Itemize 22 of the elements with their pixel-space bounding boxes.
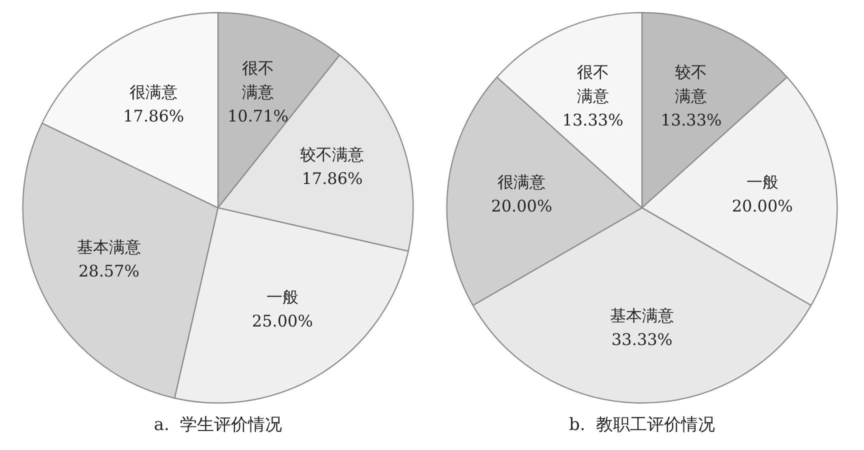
slice-label: 很不满意: [242, 58, 274, 102]
slice-label: 一般: [746, 172, 778, 192]
slice-label: 较不满意: [300, 144, 364, 164]
data-label: 17.86%: [123, 106, 184, 126]
data-label: 20.00%: [732, 196, 793, 216]
data-label: 13.33%: [660, 110, 722, 130]
data-label: 33.33%: [611, 330, 673, 349]
slice-label: 一般: [266, 287, 298, 306]
data-label: 13.33%: [562, 110, 624, 130]
data-label: 20.00%: [491, 196, 552, 216]
slice-label: 很满意: [130, 82, 178, 102]
slice-label: 很满意: [498, 172, 546, 192]
slice-label: 很不满意: [576, 62, 609, 106]
data-label: 25.00%: [252, 311, 313, 330]
slice-label: 基本满意: [610, 306, 674, 325]
data-label: 17.86%: [302, 168, 363, 188]
slice-label: 基本满意: [76, 237, 141, 256]
text: b. 教职工评价情况: [568, 415, 716, 436]
text: a. 学生评价情况: [154, 415, 282, 436]
data-label: 28.57%: [78, 261, 140, 280]
data-label: 10.71%: [227, 106, 288, 126]
slice-label: 较不满意: [675, 62, 708, 106]
